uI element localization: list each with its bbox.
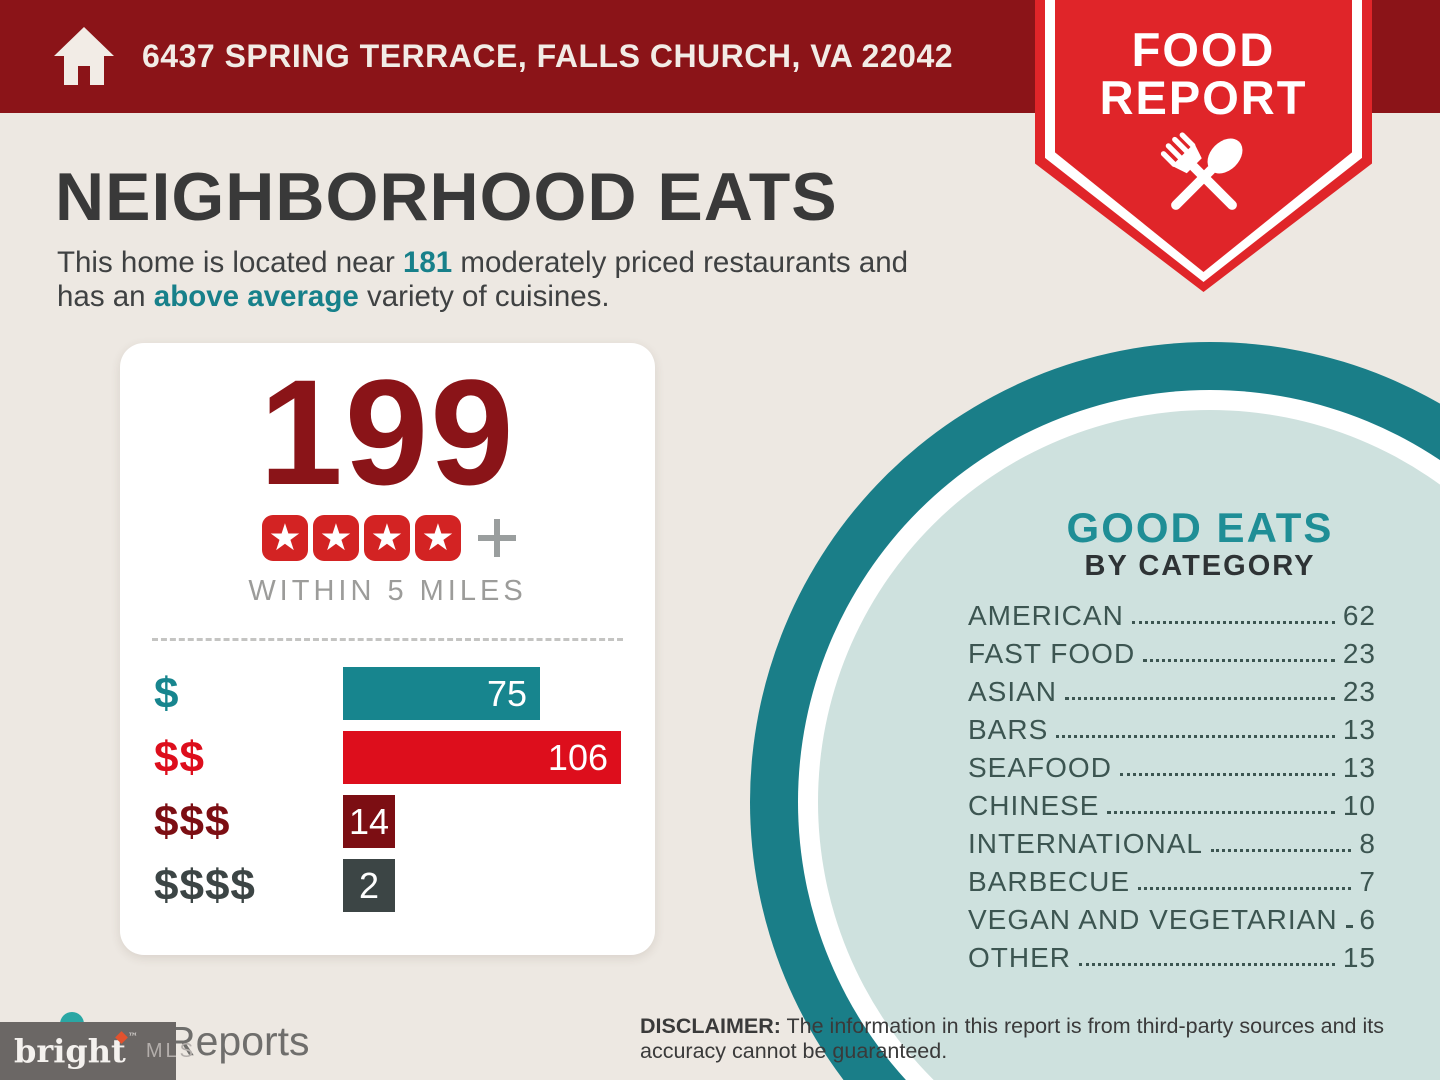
- category-row: OTHER 15: [968, 944, 1376, 972]
- price-bar-value: 75: [486, 672, 527, 714]
- category-value: 23: [1342, 638, 1376, 669]
- good-eats-title: GOOD EATS: [1066, 504, 1334, 551]
- price-tier-label: $$$: [154, 796, 231, 846]
- category-label: BARS: [968, 714, 1049, 745]
- price-bar-row: $ 75: [154, 667, 655, 720]
- rating-row: ★ ★ ★ ★: [120, 513, 655, 563]
- category-value: 13: [1342, 714, 1376, 745]
- category-row: SEAFOOD 13: [968, 754, 1376, 782]
- disclaimer-text: DISCLAIMER: The information in this repo…: [640, 1014, 1384, 1064]
- category-value: 62: [1342, 600, 1376, 631]
- category-row: BARS 13: [968, 716, 1376, 744]
- disclaimer-label: DISCLAIMER:: [640, 1014, 781, 1038]
- category-value: 6: [1359, 904, 1376, 935]
- star-icon: ★: [313, 515, 359, 561]
- price-tier-label: $$: [154, 732, 205, 782]
- dashed-divider: [152, 638, 623, 641]
- category-value: 8: [1359, 828, 1376, 859]
- category-value: 7: [1359, 866, 1376, 897]
- category-label: AMERICAN: [968, 600, 1124, 631]
- category-value: 23: [1342, 676, 1376, 707]
- good-eats-subtitle: BY CATEGORY: [1084, 550, 1316, 582]
- dotted-leader: [1210, 849, 1352, 852]
- trademark-symbol: ™: [127, 1032, 138, 1043]
- category-label: INTERNATIONAL: [968, 828, 1203, 859]
- dotted-leader: [1079, 963, 1335, 966]
- price-bar-value: 106: [547, 736, 608, 778]
- mls-wordmark: MLS: [145, 1039, 196, 1062]
- badge-title-line2: REPORT: [1099, 71, 1308, 124]
- restaurant-count-highlight: 181: [402, 246, 453, 279]
- star-icon: ★: [415, 515, 461, 561]
- category-row: VEGAN AND VEGETARIAN 6: [968, 906, 1376, 934]
- crossed-spoon-fork-icon: [1160, 132, 1242, 210]
- category-label: ASIAN: [968, 676, 1058, 707]
- price-bar-row: $$$$ 2: [154, 859, 655, 912]
- dotted-leader: [1138, 887, 1352, 890]
- price-bar-value: 2: [358, 864, 380, 906]
- price-bar: 106: [343, 731, 621, 784]
- category-row: FAST FOOD 23: [968, 640, 1376, 668]
- restaurant-summary-card: 199 ★ ★ ★ ★ WITHIN 5 MILES $ 75 $$ 106 $…: [120, 343, 655, 955]
- price-tier-label: $$$$: [154, 860, 256, 910]
- bright-mls-logo: bright ™ MLS: [0, 1022, 193, 1080]
- intro-line-1: This home is located near 181 moderately…: [57, 246, 909, 279]
- price-bar: 75: [343, 667, 540, 720]
- category-label: CHINESE: [968, 790, 1100, 821]
- restaurant-total-count: 199: [259, 348, 516, 516]
- price-bar-row: $$$ 14: [154, 795, 655, 848]
- badge-title-line1: FOOD: [1131, 23, 1276, 76]
- radius-label: WITHIN 5 MILES: [248, 575, 527, 607]
- dotted-leader: [1107, 811, 1335, 814]
- bright-wordmark: bright ™: [14, 1031, 138, 1070]
- category-value: 10: [1342, 790, 1376, 821]
- dotted-leader: [1119, 773, 1335, 776]
- price-bar: 2: [343, 859, 395, 912]
- variety-highlight: above average: [153, 280, 359, 313]
- star-icon: ★: [364, 515, 410, 561]
- intro-text: This home is located near 181 moderately…: [57, 246, 908, 314]
- dotted-leader: [1345, 925, 1352, 928]
- dotted-leader: [1143, 659, 1335, 662]
- category-value: 15: [1342, 942, 1376, 973]
- category-row: BARBECUE 7: [968, 868, 1376, 896]
- plus-icon: [477, 519, 516, 557]
- category-row: ASIAN 23: [968, 678, 1376, 706]
- category-label: VEGAN AND VEGETARIAN: [968, 904, 1338, 935]
- category-value: 13: [1342, 752, 1376, 783]
- price-bar-value: 14: [348, 800, 390, 842]
- dotted-leader: [1131, 621, 1335, 624]
- property-address: 6437 SPRING TERRACE, FALLS CHURCH, VA 22…: [142, 38, 954, 74]
- category-row: INTERNATIONAL 8: [968, 830, 1376, 858]
- category-label: BARBECUE: [968, 866, 1131, 897]
- price-bar: 14: [343, 795, 395, 848]
- reports-partial-logo: Reports: [166, 1018, 310, 1064]
- category-row: CHINESE 10: [968, 792, 1376, 820]
- category-label: OTHER: [968, 942, 1071, 973]
- price-bar-row: $$ 106: [154, 731, 655, 784]
- dotted-leader: [1056, 735, 1335, 738]
- dotted-leader: [1065, 697, 1335, 700]
- category-label: FAST FOOD: [968, 638, 1136, 669]
- star-icon: ★: [262, 515, 308, 561]
- star-rating: ★ ★ ★ ★: [260, 515, 464, 561]
- category-label: SEAFOOD: [968, 752, 1112, 783]
- category-row: AMERICAN 62: [968, 602, 1376, 630]
- home-icon: [54, 27, 114, 85]
- price-tier-label: $: [154, 668, 180, 718]
- page-title: NEIGHBORHOOD EATS: [55, 159, 838, 235]
- food-report-badge: FOOD REPORT: [1035, 0, 1372, 292]
- price-bar-chart: $ 75 $$ 106 $$$ 14 $$$$ 2: [120, 667, 655, 912]
- good-eats-list: AMERICAN 62 FAST FOOD 23 ASIAN 23 BARS 1…: [968, 602, 1376, 982]
- intro-line-2: has an above average variety of cuisines…: [57, 280, 610, 313]
